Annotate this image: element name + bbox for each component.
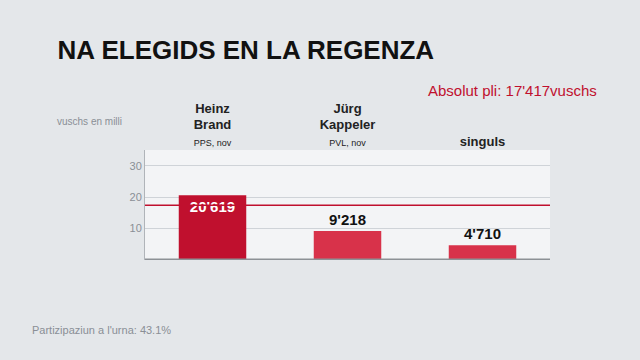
svg-text:20'619: 20'619 (190, 198, 235, 215)
svg-text:30: 30 (130, 160, 142, 172)
svg-text:Partizipaziun a l'urna: 43.1%: Partizipaziun a l'urna: 43.1% (32, 324, 171, 336)
svg-text:20: 20 (130, 191, 142, 203)
svg-text:vuschs en milli: vuschs en milli (57, 116, 122, 127)
svg-text:NA ELEGIDS EN LA REGENZA: NA ELEGIDS EN LA REGENZA (58, 35, 435, 65)
svg-text:JürgKappelerPVL, nov: JürgKappelerPVL, nov (320, 101, 376, 149)
svg-text:10: 10 (130, 222, 142, 234)
svg-text:4'710: 4'710 (464, 225, 501, 242)
svg-text:9'218: 9'218 (329, 211, 366, 228)
svg-text:singuls: singuls (460, 134, 506, 149)
svg-text:HeinzBrandPPS, nov: HeinzBrandPPS, nov (194, 101, 232, 149)
svg-text:Absolut pli: 17'417vuschs: Absolut pli: 17'417vuschs (428, 82, 597, 99)
